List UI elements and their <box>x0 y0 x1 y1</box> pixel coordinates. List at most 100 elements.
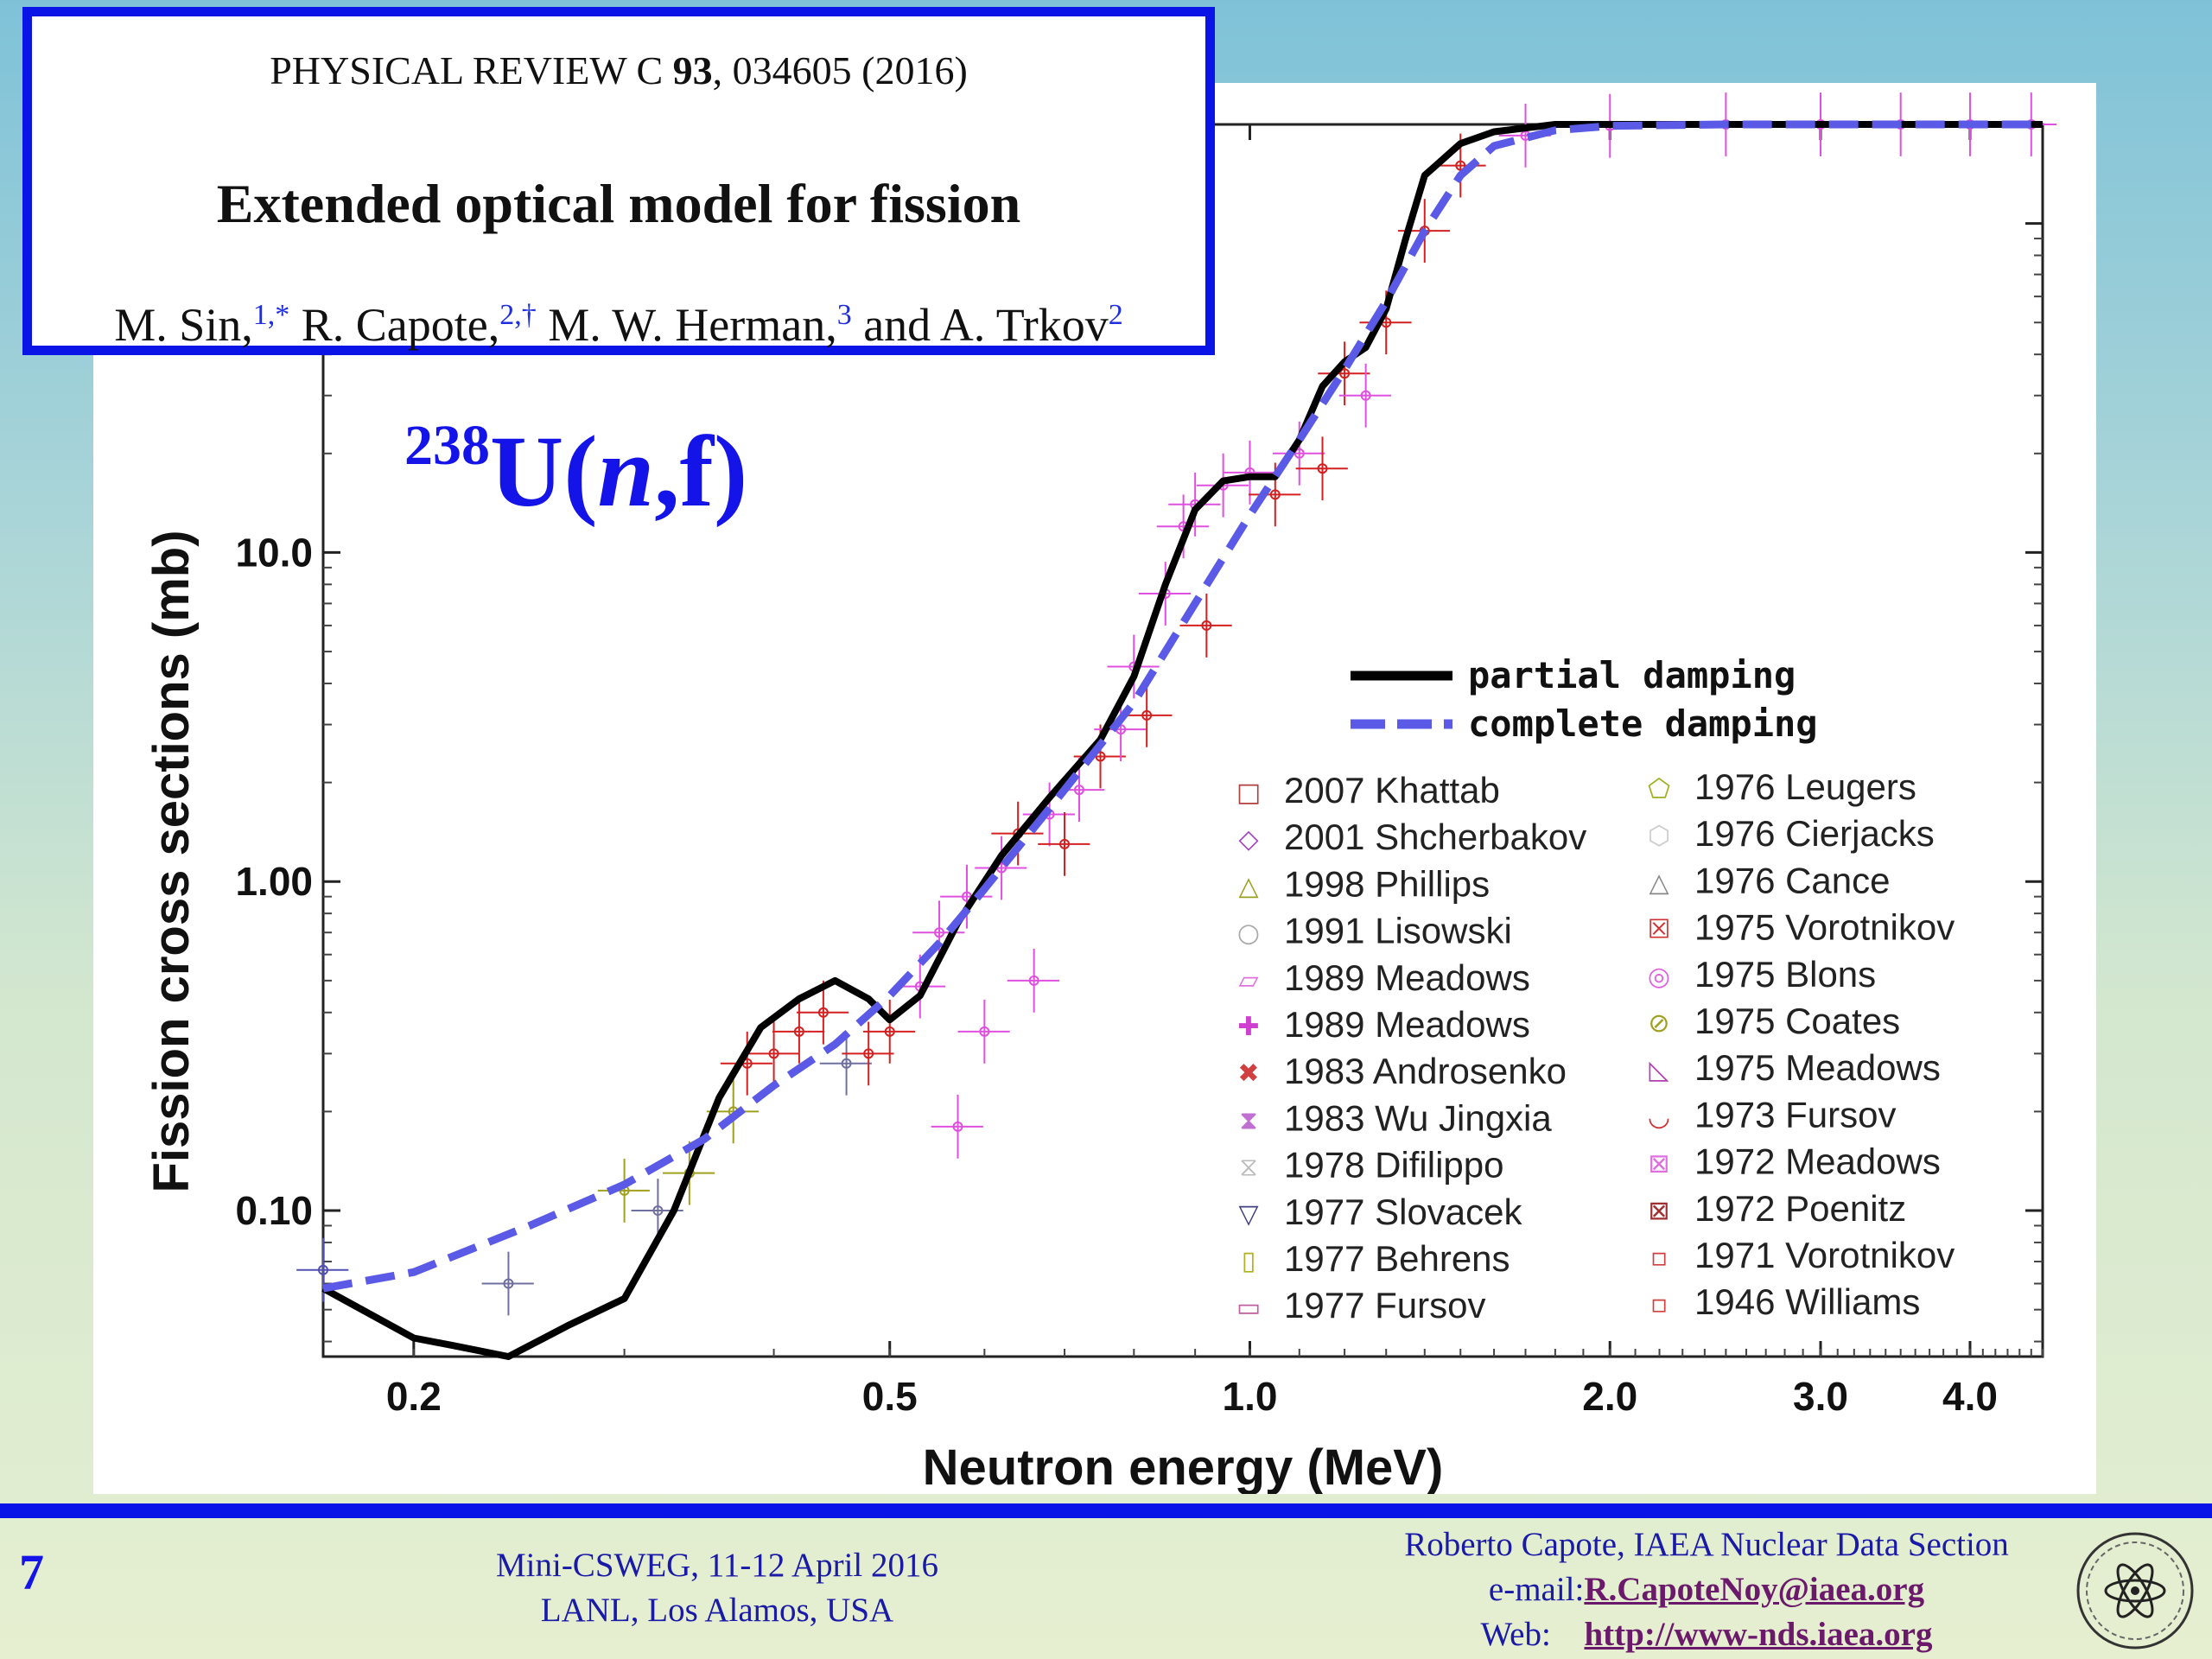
legend-symbol: ◇ <box>1238 824 1258 855</box>
data-point-marker <box>652 1205 664 1217</box>
y-tick-label: 0.10 <box>235 1188 313 1233</box>
meeting-info: Mini-CSWEG, 11-12 April 2016 LANL, Los A… <box>467 1543 968 1633</box>
legend-symbol: ▯ <box>1242 1246 1256 1276</box>
meeting-name: Mini-CSWEG, 11-12 April 2016 <box>495 1547 939 1584</box>
author-2: R. Capote, <box>289 299 500 351</box>
web-link[interactable]: http://www-nds.iaea.org <box>1584 1616 1933 1653</box>
reaction-label: 238U(n,f) <box>404 413 747 531</box>
journal-suffix: , 034605 (2016) <box>712 48 968 92</box>
legend-symbol: ▱ <box>1238 965 1258 995</box>
journal-volume: 93 <box>672 48 713 92</box>
legend-symbol: ▽ <box>1238 1199 1258 1230</box>
data-point-marker <box>1317 463 1328 474</box>
series-partial-damping <box>321 121 2043 1360</box>
legend-symbol: □ <box>1236 778 1261 808</box>
data-point-marker <box>841 1058 852 1069</box>
legend-dataset-label: 1975 Blons <box>1694 954 1876 995</box>
meeting-location: LANL, Los Alamos, USA <box>540 1592 894 1629</box>
presenter-info: Roberto Capote, IAEA Nuclear Data Sectio… <box>1357 1522 2056 1657</box>
legend-dataset-label: 1976 Cierjacks <box>1694 813 1935 854</box>
legend-symbol: ⧖ <box>1239 1153 1257 1183</box>
data-point-marker <box>1455 160 1466 171</box>
legend-dataset-label: 1983 Androsenko <box>1284 1051 1567 1091</box>
author-3-affil: 3 <box>836 299 852 331</box>
legend-dataset-label: 1946 Williams <box>1694 1281 1920 1322</box>
data-point-marker <box>1339 368 1351 379</box>
legend-symbol: ◎ <box>1648 962 1670 992</box>
legend-dataset-label: 1971 Vorotnikov <box>1694 1235 1955 1275</box>
legend-dataset-label: 1972 Meadows <box>1694 1141 1941 1182</box>
legend-dataset-label: 1975 Vorotnikov <box>1694 907 1955 948</box>
legend-symbol: ⊠ <box>1648 1149 1669 1179</box>
legend-dataset-label: 1983 Wu Jingxia <box>1284 1097 1552 1138</box>
footer-divider <box>0 1503 2212 1518</box>
y-tick-label: 10.0 <box>235 530 313 575</box>
data-point-marker <box>768 1048 779 1059</box>
data-point-marker <box>318 1264 328 1275</box>
data-point-marker <box>934 927 945 938</box>
author-4-affil: 2 <box>1108 299 1123 331</box>
legend-dataset-label: 1991 Lisowski <box>1284 911 1512 951</box>
data-point-marker <box>1073 785 1084 796</box>
legend-symbol: ⬠ <box>1648 774 1670 804</box>
slide-number: 7 <box>19 1544 44 1600</box>
data-point-marker <box>817 1007 829 1018</box>
journal-citation: PHYSICAL REVIEW C 93, 034605 (2016) <box>32 48 1205 93</box>
email-row: e-mail: R.CapoteNoy@iaea.org <box>1357 1567 2056 1612</box>
author-4: and A. Trkov <box>851 299 1109 351</box>
x-tick-label: 3.0 <box>1793 1374 1848 1419</box>
legend-symbol: ⊠ <box>1648 1196 1669 1226</box>
web-row: Web: http://www-nds.iaea.org <box>1357 1612 2056 1657</box>
legend-symbol: ⬡ <box>1648 821 1670 851</box>
legend-dataset-label: 1977 Slovacek <box>1284 1192 1523 1232</box>
legend-symbol: △ <box>1238 871 1258 901</box>
author-1-affil: 1,* <box>252 299 290 331</box>
y-axis-title: Fission cross sections (mb) <box>143 530 200 1192</box>
data-point-marker <box>1201 620 1212 631</box>
legend-dataset-label: 1989 Meadows <box>1284 957 1530 998</box>
x-axis-title: Neutron energy (MeV) <box>923 1440 1444 1494</box>
legend-dataset-label: 1998 Phillips <box>1284 863 1490 904</box>
data-point-marker <box>863 1048 874 1059</box>
data-point-marker <box>1360 390 1371 401</box>
legend-line-label: complete damping <box>1468 702 1818 745</box>
legend-dataset-label: 1976 Cance <box>1694 860 1891 900</box>
x-tick-label: 0.5 <box>862 1374 918 1419</box>
legend-symbol: ◺ <box>1649 1055 1669 1085</box>
legend-dataset-label: 1977 Behrens <box>1284 1238 1510 1279</box>
data-point-marker <box>1269 489 1281 500</box>
data-point-marker <box>503 1278 514 1289</box>
author-3: M. W. Herman, <box>536 299 837 351</box>
reaction-projectile: n <box>597 415 655 528</box>
data-point-marker <box>1141 709 1153 721</box>
x-tick-label: 2.0 <box>1582 1374 1637 1419</box>
legend-dataset-label: 1989 Meadows <box>1284 1004 1530 1045</box>
legend-dataset-label: 1975 Coates <box>1694 1001 1900 1041</box>
legend-dataset-label: 1975 Meadows <box>1694 1047 1941 1088</box>
data-point-marker <box>793 1026 804 1037</box>
reaction-channel: ,f) <box>654 415 748 528</box>
paper-reference-box: PHYSICAL REVIEW C 93, 034605 (2016) Exte… <box>22 7 1215 355</box>
legend-symbol: ◡ <box>1648 1102 1670 1132</box>
legend-symbol: △ <box>1649 868 1669 898</box>
fission-cross-section-chart: 0.20.51.02.03.04.00.101.0010.0100.Neutro… <box>143 92 2057 1494</box>
paper-authors: M. Sin,1,* R. Capote,2,† M. W. Herman,3 … <box>32 298 1205 352</box>
email-link[interactable]: R.CapoteNoy@iaea.org <box>1584 1571 1925 1608</box>
y-tick-label: 1.00 <box>235 859 313 904</box>
data-point-marker <box>952 1121 963 1132</box>
legend-symbol: ✖ <box>1237 1058 1259 1089</box>
web-label: Web: <box>1480 1616 1551 1653</box>
author-1: M. Sin, <box>114 299 253 351</box>
legend-symbol: ☒ <box>1648 915 1671 945</box>
legend-symbol: ⊘ <box>1648 1008 1669 1039</box>
data-point-marker <box>979 1026 990 1037</box>
data-point-marker <box>1095 751 1106 762</box>
data-point-marker <box>1294 448 1305 459</box>
journal-prefix: PHYSICAL REVIEW C <box>270 48 673 92</box>
reaction-mass-number: 238 <box>404 414 490 477</box>
legend-dataset-label: 2001 Shcherbakov <box>1284 817 1586 857</box>
legend-dataset-label: 1976 Leugers <box>1694 766 1916 807</box>
legend-dataset-label: 1972 Poenitz <box>1694 1188 1906 1229</box>
series-complete-damping <box>322 120 2043 1293</box>
paper-title: Extended optical model for fission <box>216 173 1021 234</box>
